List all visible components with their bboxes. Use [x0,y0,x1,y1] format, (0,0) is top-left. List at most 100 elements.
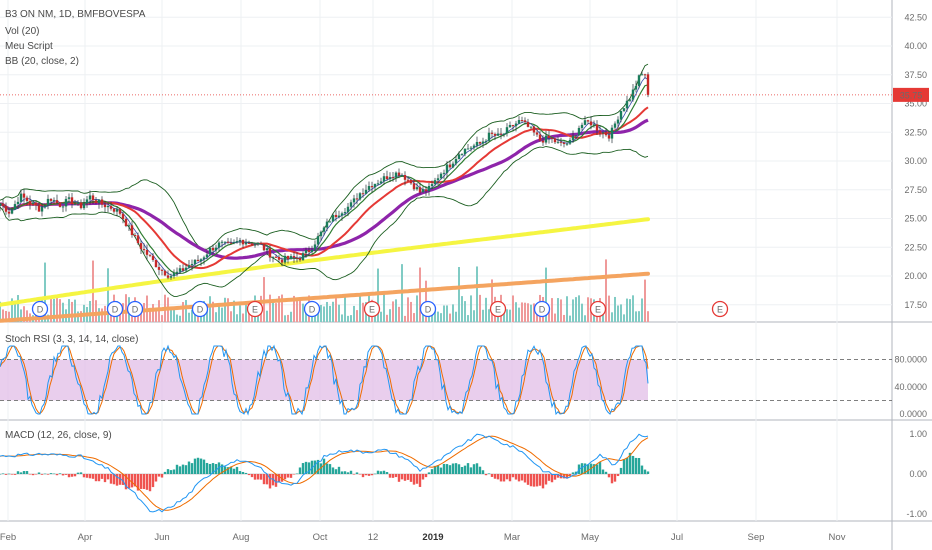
candle-body [55,200,59,203]
volume-bar [434,306,436,322]
candle-body [115,209,119,212]
macd-histogram-bar [406,474,410,480]
macd-histogram-bar [499,474,503,482]
event-circle [533,300,551,318]
macd-histogram-bar [385,472,389,474]
stoch-rsi-pane[interactable] [0,344,892,416]
candle-body [295,257,299,259]
event-letter: E [717,305,723,315]
candle-body [88,195,92,200]
macd-histogram-bar [448,465,452,474]
event-marker-e[interactable]: E [489,300,507,318]
volume-bar [242,313,244,322]
candle-body [37,205,41,212]
volume-bar [188,312,190,322]
candle-body [352,198,356,203]
event-marker-e[interactable]: E [589,300,607,318]
macd-histogram-bar [511,474,515,478]
event-marker-d[interactable]: D [126,300,144,318]
macd-histogram-bar [142,474,146,489]
volume-bar [575,297,577,322]
macd-histogram-bar [31,474,35,476]
macd-histogram-bar [331,467,335,474]
candle-body [634,85,638,90]
time-tick-label: Feb [0,532,16,543]
macd-histogram-bar [631,455,635,474]
event-marker-d[interactable]: D [191,300,209,318]
volume-bar [275,303,277,322]
time-tick-label: Sep [748,532,765,543]
volume-bar [620,304,622,322]
macd-histogram-bar [550,474,554,483]
candle-body [454,159,458,164]
macd-histogram-bar [235,466,239,474]
volume-bar [491,279,493,322]
event-marker-e[interactable]: E [246,300,264,318]
event-marker-d[interactable]: D [419,300,437,318]
last-price-badge [893,87,929,102]
macd-histogram-bar [169,470,173,474]
volume-bar [410,301,412,322]
volume-bar [350,315,352,322]
candle-body [172,272,176,277]
volume-bar [95,300,97,322]
candle-body [307,250,311,252]
event-marker-d[interactable]: D [303,300,321,318]
candle-body [0,203,2,206]
event-marker-d[interactable]: D [31,300,49,318]
candle-body [34,202,38,206]
ema-short-line [0,84,649,275]
event-marker-d[interactable]: D [106,300,124,318]
volume-bar [161,315,163,322]
candle-body [73,203,77,205]
macd-histogram-bar [109,474,113,484]
macd-histogram-bar [376,470,380,474]
macd-histogram-bar [82,474,86,478]
event-marker-e[interactable]: E [363,300,381,318]
event-circle [711,300,729,318]
event-marker-d[interactable]: D [533,300,551,318]
macd-histogram-bar [214,464,218,474]
candle-body [193,259,197,265]
candle-body [157,267,161,270]
volume-bar [512,295,514,322]
time-tick-label: Apr [78,532,93,543]
macd-histogram-bar [118,474,122,485]
ema-200-line [0,217,650,307]
volume-bar [290,311,292,322]
event-marker-e[interactable]: E [711,300,729,318]
volume-bar [14,302,16,322]
volume-bar [506,309,508,322]
macd-signal-line [0,435,649,511]
volume-bar [623,314,625,322]
macd-histogram-bar [445,464,449,474]
volume-bar [185,300,187,322]
candle-body [637,75,641,86]
candle-body [505,127,509,134]
macd-histogram-bar [571,472,575,474]
candle-body [547,135,551,138]
macd-histogram-bar [418,474,422,487]
candle-body [196,259,200,262]
volume-bar [632,295,634,322]
candle-body [481,141,485,144]
indicator-label: BB (20, close, 2) [5,56,79,67]
volume-bar [320,304,322,322]
macd-histogram-bar [124,474,128,490]
candle-body [187,265,191,268]
volume-bar [89,300,91,322]
macd-histogram-bar [280,474,284,482]
event-letter: E [252,305,258,315]
macd-histogram-bar [154,474,158,482]
macd-pane[interactable] [0,433,650,513]
macd-histogram-bar [484,474,488,476]
candle-body [223,241,227,243]
candle-body [412,183,416,190]
candle-body [433,180,437,185]
candle-body [451,163,455,168]
volume-bar [305,309,307,322]
volume-bar [479,294,481,322]
macd-histogram-bar [370,474,374,476]
